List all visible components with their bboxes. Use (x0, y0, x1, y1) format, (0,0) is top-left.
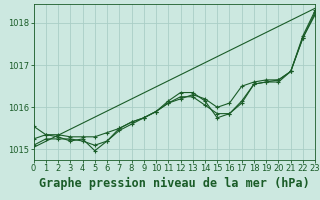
X-axis label: Graphe pression niveau de la mer (hPa): Graphe pression niveau de la mer (hPa) (39, 177, 310, 190)
